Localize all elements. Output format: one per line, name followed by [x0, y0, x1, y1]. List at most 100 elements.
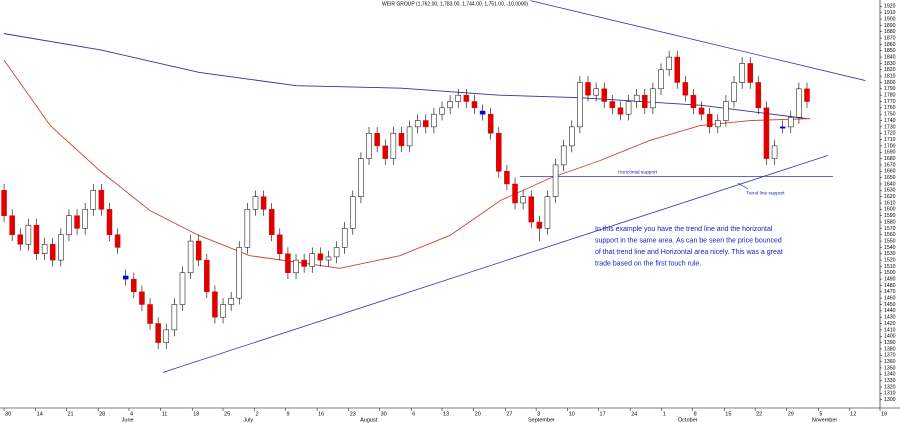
candle-body: [374, 132, 380, 147]
candle-body: [569, 126, 575, 147]
candle-body: [98, 190, 105, 210]
note-line: In this example you have the trend line …: [595, 226, 773, 233]
candle-body: [528, 196, 534, 223]
candle-body: [804, 88, 810, 102]
candle-body: [755, 82, 762, 109]
plot-area: Horizontal support Trend line support In t…: [1, 0, 866, 373]
y-tick-label: 1360: [884, 359, 896, 365]
y-tick-label: 1550: [884, 238, 896, 244]
candle-body: [577, 82, 583, 128]
candle-body: [1, 190, 7, 216]
x-tick-label: 30: [381, 411, 387, 417]
candle-body: [163, 329, 170, 343]
x-tick-label: 1: [663, 411, 666, 417]
y-tick-label: 1740: [884, 118, 896, 124]
candle-body: [277, 234, 283, 254]
candle-body: [520, 196, 526, 204]
candle-body: [512, 183, 518, 204]
candle-body: [650, 88, 656, 109]
candle-body: [309, 253, 316, 267]
candle-body: [698, 107, 705, 115]
candle-body: [423, 120, 429, 128]
candle-body: [447, 101, 453, 109]
x-tick-label: 29: [788, 411, 794, 417]
x-tick-label: 27: [506, 411, 512, 417]
y-tick-label: 1640: [884, 181, 896, 187]
candle-body: [739, 63, 745, 83]
y-tick-label: 1680: [884, 156, 896, 162]
note-line: of that trend line and Horizontal area n…: [595, 249, 783, 256]
candle-body: [82, 209, 88, 229]
x-tick-label: 17: [600, 411, 606, 417]
x-tick-label: 16: [318, 411, 324, 417]
y-tick-label: 1460: [884, 296, 896, 302]
candle-body: [114, 234, 121, 248]
candle-body: [504, 171, 510, 185]
month-label: November: [812, 417, 838, 423]
candle-body: [601, 88, 607, 102]
candle-body: [17, 234, 24, 245]
candle-body: [479, 110, 486, 115]
x-tick-label: 28: [99, 411, 105, 417]
candle-body: [25, 224, 32, 245]
x-tick-label: 15: [725, 411, 731, 417]
y-tick-label: 1600: [884, 207, 896, 213]
candle-body: [771, 145, 778, 159]
candle-body: [204, 259, 210, 293]
candle-body: [609, 101, 616, 109]
y-tick-label: 1880: [884, 29, 896, 35]
x-tick-label: 2: [256, 411, 259, 417]
candle-body: [244, 209, 251, 248]
y-tick-label: 1340: [884, 372, 896, 378]
y-tick-label: 1870: [884, 35, 896, 41]
candle-body: [268, 209, 275, 235]
candle-body: [58, 234, 64, 261]
candle-body: [33, 224, 40, 254]
x-tick-label: 14: [37, 411, 43, 417]
y-tick-label: 1920: [884, 4, 896, 10]
y-tick-label: 1800: [884, 80, 896, 86]
candle-body: [66, 215, 72, 235]
arrow: [737, 182, 749, 190]
y-tick-label: 1830: [884, 61, 896, 67]
y-tick-label: 1300: [884, 397, 896, 403]
candle-body: [779, 126, 786, 129]
y-tick-label: 1320: [884, 384, 896, 390]
candle-body: [293, 259, 299, 274]
candle-body: [633, 94, 640, 102]
x-tick-label: 19: [881, 411, 887, 417]
y-tick-label: 1450: [884, 302, 896, 308]
y-tick-label: 1480: [884, 283, 896, 289]
y-tick-label: 1380: [884, 346, 896, 352]
y-tick-label: 1400: [884, 334, 896, 340]
candle-body: [187, 240, 194, 274]
y-tick-label: 1330: [884, 378, 896, 384]
y-tick-label: 1710: [884, 137, 896, 143]
trend-line: [162, 155, 829, 373]
x-tick-label: 20: [475, 411, 481, 417]
note-line: support in the same area. As can be seen…: [595, 237, 782, 244]
candle-body: [236, 247, 243, 299]
candle-body: [122, 275, 129, 280]
y-tick-label: 1510: [884, 264, 896, 270]
y-tick-label: 1810: [884, 74, 896, 80]
y-tick-label: 1390: [884, 340, 896, 346]
candle-body: [358, 158, 364, 197]
candle-body: [544, 196, 551, 229]
candle-body: [463, 94, 470, 102]
y-tick-label: 1690: [884, 150, 896, 156]
candle-body: [90, 190, 97, 210]
candle-body: [536, 221, 543, 229]
x-tick-label: 4: [130, 411, 133, 417]
y-tick-label: 1850: [884, 48, 896, 54]
y-tick-label: 1570: [884, 226, 896, 232]
x-tick-label: 23: [350, 411, 356, 417]
y-tick-label: 1820: [884, 67, 896, 73]
candle-body: [455, 94, 461, 102]
y-tick-label: 1890: [884, 23, 896, 29]
month-label: October: [678, 417, 698, 423]
candle-body: [431, 113, 437, 128]
candle-body: [317, 253, 324, 261]
y-tick-label: 1900: [884, 16, 896, 22]
y-tick-label: 1420: [884, 321, 896, 327]
